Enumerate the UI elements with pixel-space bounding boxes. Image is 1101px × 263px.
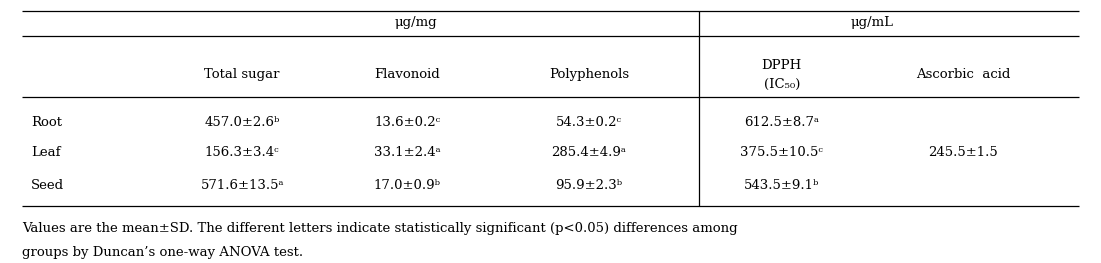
Text: 543.5±9.1ᵇ: 543.5±9.1ᵇ [744,179,819,192]
Text: 457.0±2.6ᵇ: 457.0±2.6ᵇ [205,116,280,129]
Text: 33.1±2.4ᵃ: 33.1±2.4ᵃ [374,146,440,159]
Text: μg/mL: μg/mL [851,16,894,29]
Text: 17.0±0.9ᵇ: 17.0±0.9ᵇ [374,179,440,192]
Text: Total sugar: Total sugar [205,68,280,82]
Text: Polyphenols: Polyphenols [549,68,629,82]
Text: 13.6±0.2ᶜ: 13.6±0.2ᶜ [374,116,440,129]
Text: 156.3±3.4ᶜ: 156.3±3.4ᶜ [205,146,280,159]
Text: Leaf: Leaf [31,146,61,159]
Text: 95.9±2.3ᵇ: 95.9±2.3ᵇ [556,179,622,192]
Text: groups by Duncan’s one-way ANOVA test.: groups by Duncan’s one-way ANOVA test. [22,246,303,259]
Text: Flavonoid: Flavonoid [374,68,440,82]
Text: (IC₅₀): (IC₅₀) [763,78,800,91]
Text: Root: Root [31,116,62,129]
Text: μg/mg: μg/mg [394,16,437,29]
Text: 285.4±4.9ᵃ: 285.4±4.9ᵃ [552,146,626,159]
Text: Seed: Seed [31,179,64,192]
Text: 54.3±0.2ᶜ: 54.3±0.2ᶜ [556,116,622,129]
Text: 612.5±8.7ᵃ: 612.5±8.7ᵃ [744,116,819,129]
Text: 375.5±10.5ᶜ: 375.5±10.5ᶜ [740,146,824,159]
Text: Values are the mean±SD. The different letters indicate statistically significant: Values are the mean±SD. The different le… [22,222,738,235]
Text: 245.5±1.5: 245.5±1.5 [928,146,999,159]
Text: DPPH: DPPH [762,59,802,72]
Text: Ascorbic  acid: Ascorbic acid [916,68,1011,82]
Text: 571.6±13.5ᵃ: 571.6±13.5ᵃ [200,179,284,192]
